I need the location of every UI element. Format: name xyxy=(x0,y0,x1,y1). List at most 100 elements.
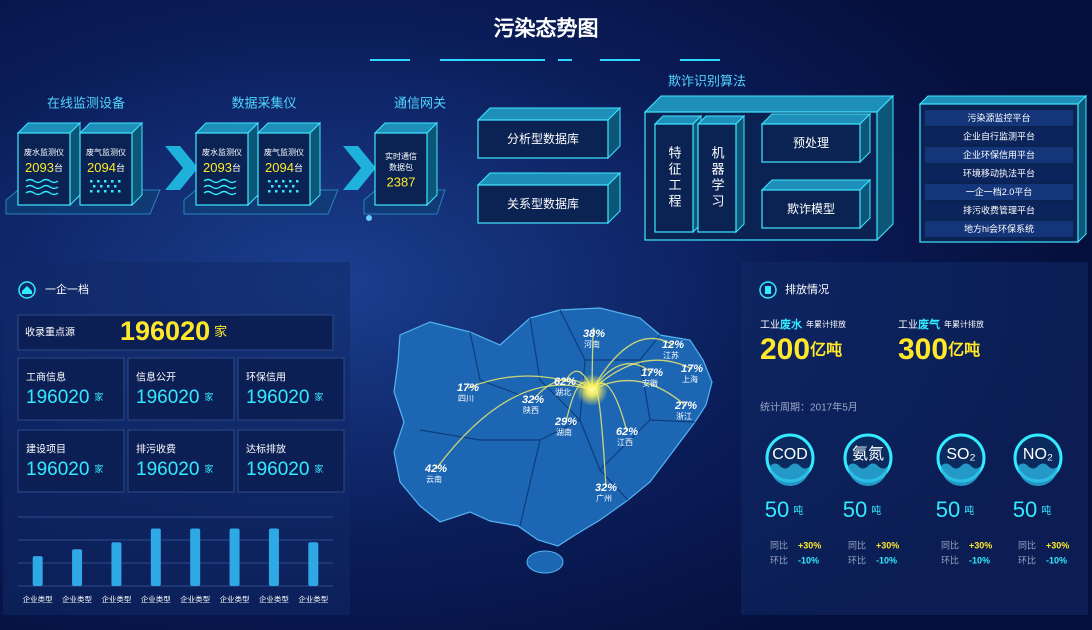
box-top xyxy=(476,172,622,186)
platform-name: 污染源监控平台 xyxy=(967,112,1030,123)
total-label-part: 工业 xyxy=(760,319,780,331)
card-value: 196020 家 xyxy=(246,459,323,480)
region-share: 12% xyxy=(662,339,684,351)
group-label: 欺诈识别算法 xyxy=(668,73,746,88)
box-top xyxy=(643,95,895,113)
dot-icon xyxy=(292,185,295,188)
dot-icon xyxy=(93,185,96,188)
device-count: 2094台 xyxy=(265,160,303,175)
wave-icon xyxy=(203,190,237,196)
total-label-part: 工业 xyxy=(898,319,918,331)
platform-name: 环境移动执法平台 xyxy=(963,167,1035,178)
flow-line xyxy=(435,384,593,470)
panel-icon-home xyxy=(22,286,32,294)
card-value-part: 家 xyxy=(314,391,323,402)
device-count-part: 台 xyxy=(116,162,125,173)
info-card xyxy=(17,357,125,421)
key-source-value: 196020 家 xyxy=(120,316,227,346)
box-top xyxy=(918,95,1088,105)
dot-icon xyxy=(97,180,100,183)
box-top xyxy=(760,113,872,125)
device-name: 废气监测仪 xyxy=(86,147,126,157)
bar xyxy=(268,528,279,586)
box-side xyxy=(1077,94,1087,244)
region-name: 江西 xyxy=(617,438,633,447)
pollutant-wave xyxy=(941,463,981,486)
region-share: 32% xyxy=(522,394,544,406)
pollutant-wave xyxy=(848,463,888,486)
dot-icon xyxy=(278,185,281,188)
bar xyxy=(111,542,122,586)
region-name: 湖北 xyxy=(555,388,571,397)
pollutant-value: 50 吨 xyxy=(765,497,803,522)
device-name: 废气监测仪 xyxy=(264,147,304,157)
pollutant-wave xyxy=(770,463,810,486)
mom-label: 环比 xyxy=(941,554,959,565)
box-front xyxy=(761,123,861,163)
platform-name: 地方hi会环保系统 xyxy=(964,223,1034,234)
device-count-part: 2094 xyxy=(87,160,116,175)
region-name: 广州 xyxy=(596,493,612,503)
box-front xyxy=(477,184,609,224)
mom-value: -10% xyxy=(969,555,990,565)
box-front xyxy=(697,123,737,233)
yoy-value: +30% xyxy=(1046,540,1069,550)
dot-icon xyxy=(97,190,100,193)
dot-icon xyxy=(111,190,114,193)
card-value-part: 196020 xyxy=(246,459,309,480)
device-count-part: 2093 xyxy=(25,160,54,175)
total-value: 300亿吨 xyxy=(898,333,980,366)
region-share: 42% xyxy=(424,463,447,475)
map-island xyxy=(526,550,564,574)
card-value: 196020 家 xyxy=(136,459,213,480)
box-side xyxy=(131,121,143,207)
key-source-box xyxy=(17,314,334,351)
region-name: 陕西 xyxy=(523,405,539,415)
card-value: 196020 家 xyxy=(136,387,213,408)
panel-title: 一企一档 xyxy=(45,282,89,296)
dot-icon xyxy=(118,180,121,183)
device-count-part: 2094 xyxy=(265,160,294,175)
step-label: 欺诈模型 xyxy=(787,202,835,216)
card-value-part: 家 xyxy=(94,463,103,474)
region-name: 浙江 xyxy=(676,411,692,421)
platform-row xyxy=(925,128,1073,145)
box-top xyxy=(194,122,260,134)
region-share: 27% xyxy=(674,400,697,412)
box-side xyxy=(247,121,259,207)
dot-icon xyxy=(107,185,110,188)
dot-icon xyxy=(268,180,271,183)
box-top xyxy=(78,122,144,134)
device-count-part: 2093 xyxy=(203,160,232,175)
stage-label: 特征工程 xyxy=(667,146,682,210)
bar xyxy=(32,556,43,586)
box-side xyxy=(876,94,894,242)
box-side xyxy=(309,121,321,207)
total-value: 200亿吨 xyxy=(760,333,842,366)
card-value-part: 196020 xyxy=(26,387,89,408)
pollutant-value: 50 吨 xyxy=(936,497,974,522)
pollutant-value-part: 50 xyxy=(765,497,789,522)
box-top xyxy=(256,122,322,134)
yoy-label: 同比 xyxy=(1018,539,1036,550)
yoy-value: +30% xyxy=(969,540,992,550)
box-front xyxy=(761,189,861,229)
pollutant-value: 50 吨 xyxy=(843,497,881,522)
bar xyxy=(150,528,161,586)
device-count-part: 台 xyxy=(294,162,303,173)
dot-icon xyxy=(104,190,107,193)
mom-value: -10% xyxy=(1046,555,1067,565)
pollutant-value-part: 吨 xyxy=(871,504,881,517)
dot-icon xyxy=(90,180,93,183)
mom-label: 环比 xyxy=(848,554,866,565)
x-tick-label: 企业类型 xyxy=(141,594,171,604)
card-value: 196020 家 xyxy=(26,387,103,408)
total-value-part: 300 xyxy=(898,333,948,366)
total-label: 工业废水 年累计排放 xyxy=(760,317,846,331)
period: 统计周期：2017年5月 xyxy=(760,401,858,414)
total-value-part: 亿吨 xyxy=(948,340,980,359)
flow-line xyxy=(591,337,674,391)
box-top xyxy=(16,122,82,134)
gateway-text: 数据包 xyxy=(389,162,413,172)
card-label: 环保信用 xyxy=(246,371,286,384)
